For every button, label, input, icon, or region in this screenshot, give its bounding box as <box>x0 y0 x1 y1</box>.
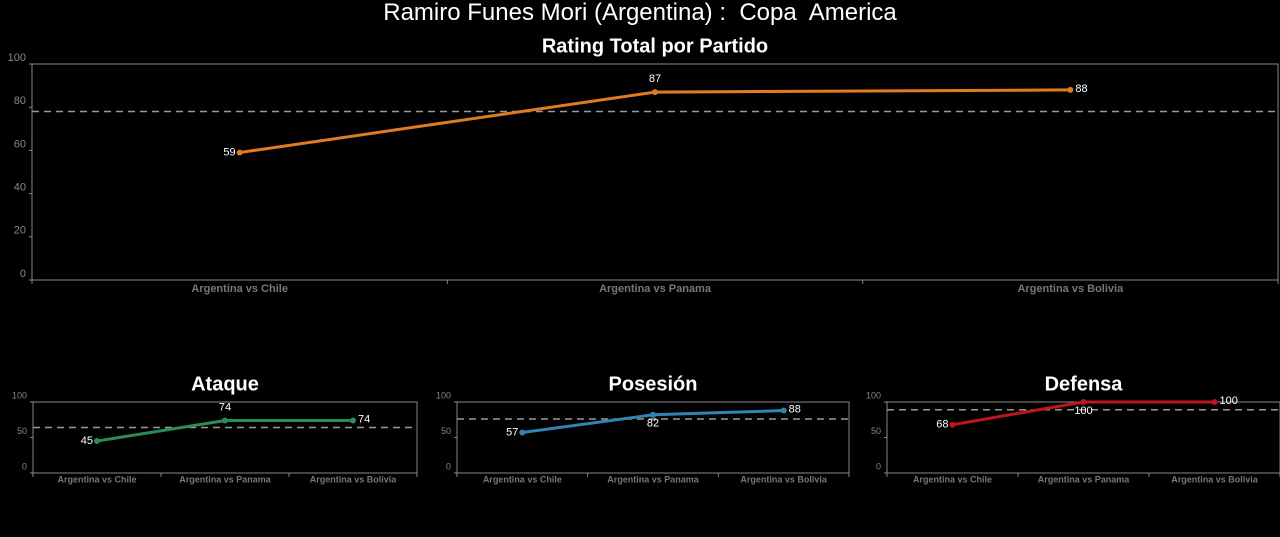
line <box>96 418 353 443</box>
y-tick-label: 100 <box>436 390 451 400</box>
value-label: 59 <box>223 146 235 158</box>
value-label: 82 <box>647 418 659 430</box>
y-tick-label: 0 <box>876 461 881 471</box>
y-tick-label: 0 <box>20 268 26 280</box>
y-tick-label: 100 <box>866 390 881 400</box>
y-tick-label: 50 <box>441 426 451 436</box>
x-tick-label: Argentina vs Panama <box>607 474 700 484</box>
point <box>94 438 100 445</box>
y-tick-label: 80 <box>14 95 26 107</box>
chart-title: Defensa <box>1045 373 1124 395</box>
x-tick-label: Argentina vs Bolivia <box>740 474 828 484</box>
value-label: 88 <box>789 403 801 415</box>
point <box>780 407 787 414</box>
value-label: 100 <box>1074 405 1092 417</box>
x-tick-label: Argentina vs Chile <box>483 474 562 484</box>
value-label: 45 <box>81 435 93 447</box>
y-tick-label: 50 <box>871 426 881 436</box>
value-label: 68 <box>936 419 948 431</box>
x-tick-label: Argentina vs Bolivia <box>1171 474 1259 484</box>
point <box>222 417 228 424</box>
point <box>650 411 656 418</box>
y-tick-label: 0 <box>446 461 451 471</box>
value-label: 74 <box>358 413 370 425</box>
x-tick-label: Argentina vs Chile <box>913 474 992 484</box>
point <box>1067 86 1074 93</box>
point <box>652 89 658 96</box>
point <box>1211 399 1218 405</box>
point <box>519 429 526 436</box>
chart-title: Ataque <box>191 373 259 395</box>
page-title: Ramiro Funes Mori (Argentina) : Copa Ame… <box>383 0 897 26</box>
y-tick-label: 20 <box>14 225 26 237</box>
chart-title: Posesión <box>609 373 698 395</box>
x-tick-label: Argentina vs Bolivia <box>1017 283 1124 295</box>
x-tick-label: Argentina vs Panama <box>179 474 272 484</box>
y-tick-label: 40 <box>14 182 26 194</box>
value-label: 74 <box>219 401 231 413</box>
line <box>239 88 1071 155</box>
x-tick-label: Argentina vs Panama <box>599 283 712 295</box>
point <box>949 421 956 428</box>
y-tick-label: 100 <box>8 52 26 64</box>
value-label: 57 <box>506 426 518 438</box>
y-tick-label: 60 <box>14 138 26 150</box>
point <box>350 417 356 424</box>
value-label: 100 <box>1220 395 1238 407</box>
point <box>236 149 243 156</box>
point <box>1080 399 1087 405</box>
value-label: 87 <box>649 73 661 85</box>
x-tick-label: Argentina vs Bolivia <box>310 474 398 484</box>
y-tick-label: 0 <box>22 461 27 471</box>
plot-frame <box>31 63 1279 281</box>
y-tick-label: 50 <box>17 426 27 436</box>
value-label: 88 <box>1075 83 1087 95</box>
x-tick-label: Argentina vs Chile <box>191 283 288 295</box>
x-tick-label: Argentina vs Chile <box>57 474 136 484</box>
chart-title: Rating Total por Partido <box>542 35 768 57</box>
y-tick-label: 100 <box>12 390 27 400</box>
x-tick-label: Argentina vs Panama <box>1038 474 1131 484</box>
